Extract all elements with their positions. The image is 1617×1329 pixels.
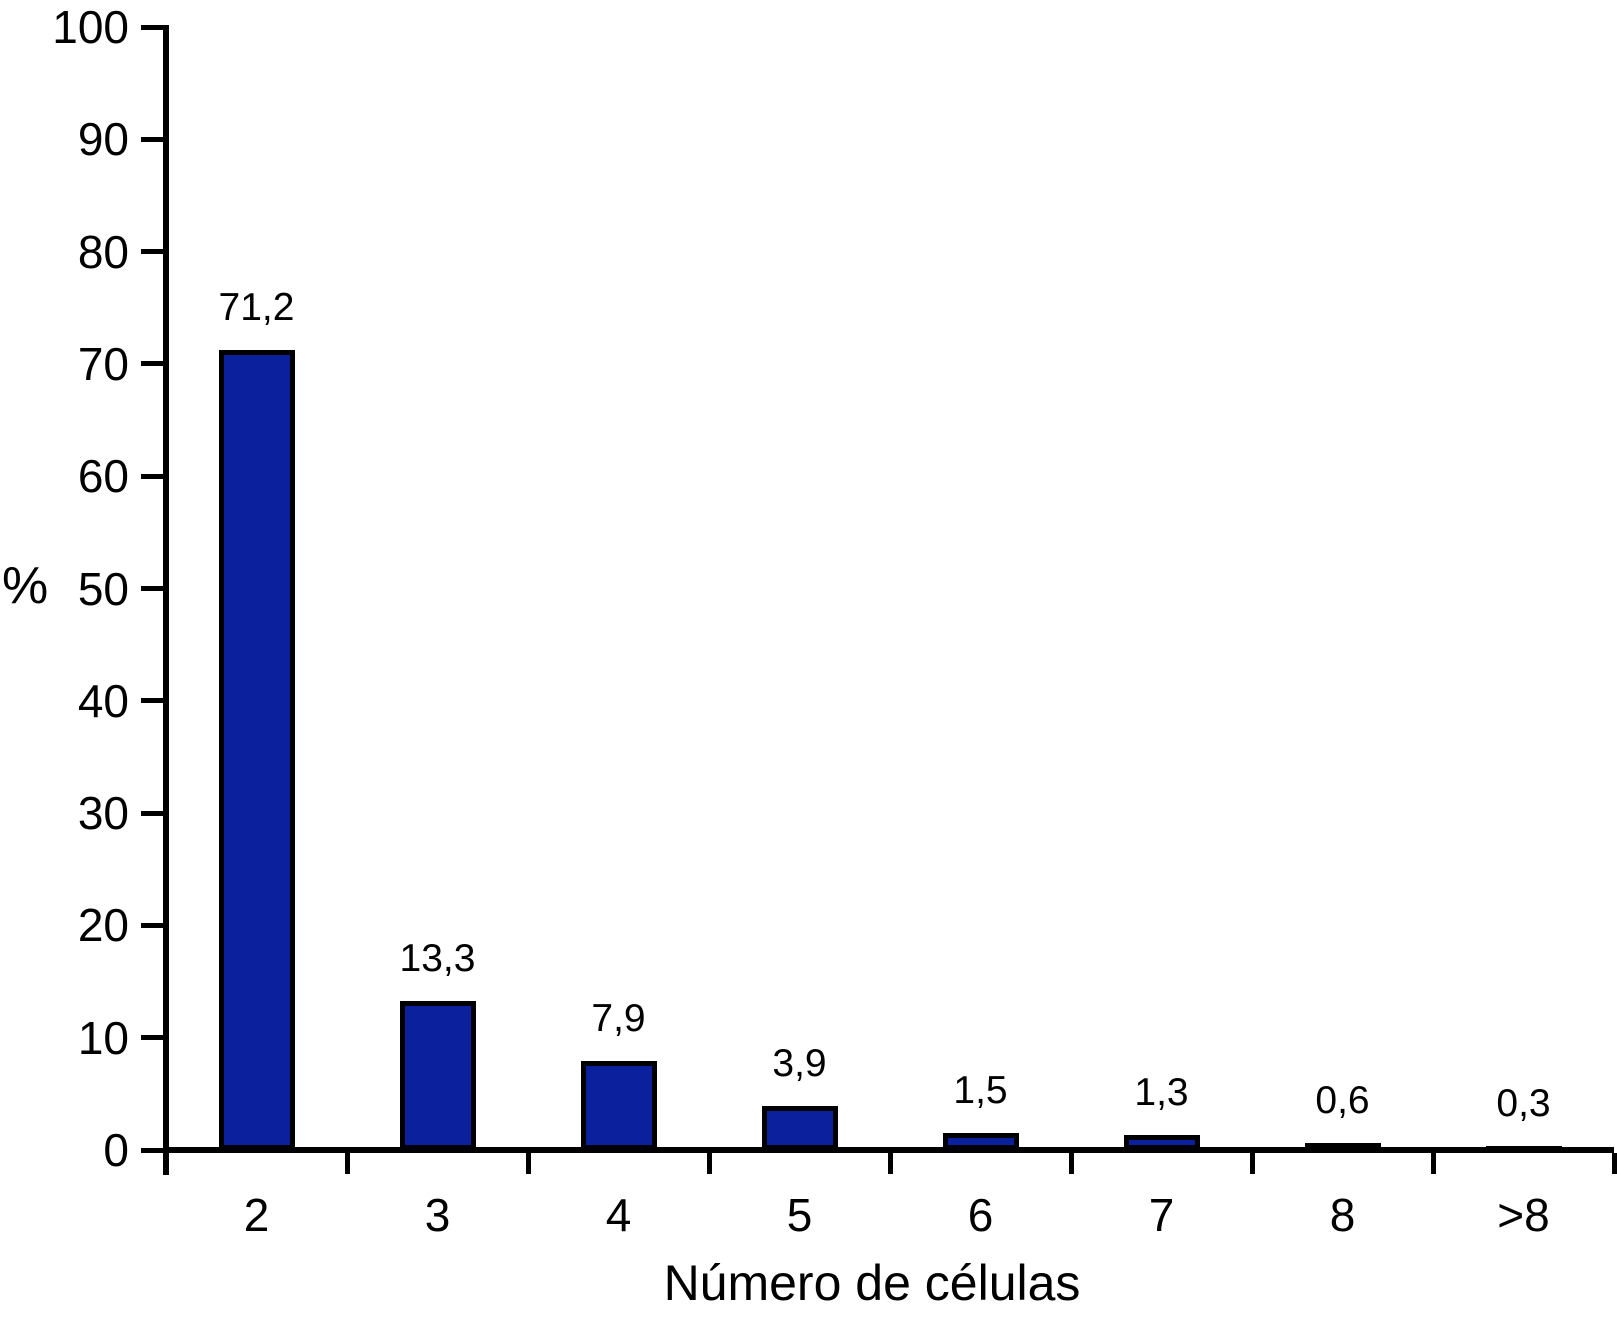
- x-axis-tick: [1611, 1153, 1617, 1174]
- y-tick-label: 80: [77, 225, 129, 278]
- x-category-label: 6: [967, 1189, 994, 1241]
- y-tick-label: 10: [77, 1011, 129, 1064]
- x-axis-tick: [1430, 1153, 1436, 1174]
- bar-fill: [1128, 1140, 1195, 1145]
- x-axis-tick: [1249, 1153, 1255, 1174]
- y-axis-tick: [141, 1147, 163, 1153]
- x-axis-tick: [525, 1153, 531, 1174]
- bar: [218, 350, 295, 1150]
- y-axis-tick: [141, 361, 163, 367]
- bar: [942, 1133, 1019, 1150]
- bar-value-label: 3,9: [772, 1042, 827, 1085]
- x-axis-tick: [344, 1153, 350, 1174]
- y-tick-label: 50: [77, 562, 129, 615]
- y-tick-label: 60: [77, 450, 129, 503]
- bar: [761, 1106, 838, 1150]
- bar: [1123, 1135, 1200, 1150]
- bar-value-label: 7,9: [591, 997, 646, 1040]
- bar-fill: [947, 1138, 1014, 1145]
- y-tick-label: 20: [77, 899, 129, 952]
- bar-value-label: 0,6: [1315, 1079, 1370, 1122]
- bar-fill: [404, 1006, 471, 1145]
- y-tick-label: 100: [52, 1, 129, 53]
- y-axis-tick: [141, 698, 163, 704]
- y-tick-label: 30: [77, 787, 129, 840]
- y-axis-tick: [141, 249, 163, 255]
- y-axis-tick: [141, 1035, 163, 1041]
- x-axis-tick: [706, 1153, 712, 1174]
- bar-value-label: 1,3: [1134, 1071, 1189, 1114]
- x-category-label: 2: [243, 1189, 270, 1241]
- x-axis-tick: [163, 1153, 169, 1174]
- y-tick-label: 0: [103, 1124, 129, 1176]
- x-category-label: 5: [786, 1189, 813, 1241]
- y-axis-line: [163, 25, 169, 1175]
- bar: [399, 1001, 476, 1150]
- bar-value-label: 1,5: [953, 1069, 1008, 1112]
- bar: [1485, 1146, 1562, 1150]
- x-axis-line: [163, 1147, 1614, 1153]
- x-axis-tick: [887, 1153, 893, 1174]
- bar-fill: [585, 1066, 652, 1145]
- y-axis-tick: [141, 136, 163, 142]
- bar-value-label: 71,2: [218, 286, 295, 329]
- bar-fill: [223, 355, 290, 1145]
- y-axis-tick: [141, 473, 163, 479]
- x-axis-tick: [1068, 1153, 1074, 1174]
- x-category-label: 4: [605, 1189, 632, 1241]
- x-category-label: 7: [1148, 1189, 1175, 1241]
- bar: [1304, 1143, 1381, 1150]
- bar-fill: [766, 1111, 833, 1145]
- y-tick-label: 90: [77, 113, 129, 166]
- x-axis-title: Número de células: [663, 1255, 1081, 1311]
- x-category-label: 8: [1329, 1189, 1356, 1241]
- x-category-label: 3: [424, 1189, 451, 1241]
- y-axis-tick: [141, 810, 163, 816]
- y-axis-tick: [141, 922, 163, 928]
- y-axis-tick: [141, 24, 163, 30]
- bar-value-label: 0,3: [1496, 1082, 1551, 1125]
- x-category-label: >8: [1497, 1189, 1550, 1241]
- y-tick-label: 70: [77, 337, 129, 390]
- y-axis-title: %: [2, 557, 49, 615]
- y-tick-label: 40: [77, 674, 129, 727]
- bar: [580, 1061, 657, 1150]
- y-axis-tick: [141, 586, 163, 591]
- bar-value-label: 13,3: [399, 937, 476, 980]
